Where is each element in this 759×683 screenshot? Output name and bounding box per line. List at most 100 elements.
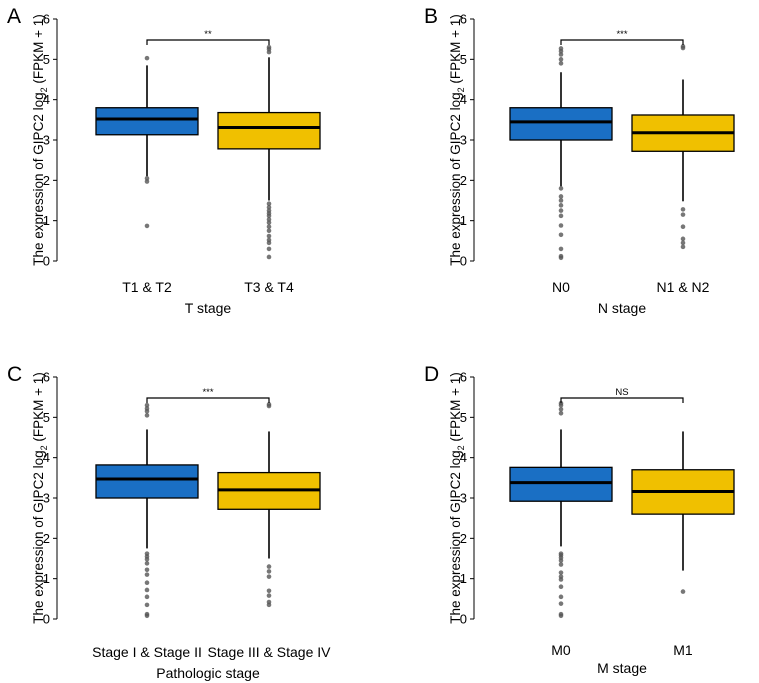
significance-bracket [146,39,270,45]
outlier-point [144,402,150,408]
x-category-label: T1 & T2 [122,279,172,295]
outlier-point [266,564,272,569]
outlier-point [558,198,564,203]
outlier-point [558,411,564,416]
outlier-point [558,558,564,563]
outlier-point [266,254,272,260]
outlier-point [144,572,150,577]
y-tick-label: 1 [460,571,467,586]
outlier-point [558,601,564,606]
significance-bracket [560,39,684,45]
panel-letter: B [424,5,438,28]
x-axis-title: Pathologic stage [156,665,260,681]
x-category-label: T3 & T4 [244,279,294,295]
outlier-point [266,213,272,219]
outlier-point [144,587,150,593]
y-axis-title: The expression of GIPC2 log2 (FPKM + 1) [31,372,49,624]
y-tick-label: 2 [43,173,50,188]
y-tick-label: 4 [43,450,50,465]
outlier-point [558,570,564,575]
outlier-point [558,213,564,219]
y-tick-label: 4 [460,92,467,107]
y-tick-label: 4 [460,450,467,465]
outlier-point [266,602,272,608]
significance-label: *** [202,387,213,398]
y-tick-label: 3 [43,133,50,148]
outlier-point [558,186,564,191]
y-tick-label: 5 [460,410,467,425]
x-category-label: N1 & N2 [657,279,710,295]
y-tick-label: 3 [43,491,50,506]
outlier-point [266,233,272,239]
x-axis-title: N stage [598,300,646,316]
outlier-point [144,413,150,418]
outlier-point [680,212,686,217]
x-category-label: Stage I & Stage II [92,644,202,660]
y-tick-label: 5 [43,52,50,67]
outlier-point [144,557,150,562]
y-tick-label: 0 [460,612,467,627]
significance-bracket [146,397,270,403]
y-axis-title: The expression of GIPC2 log2 (FPKM + 1) [448,372,466,624]
outlier-point [680,224,686,230]
outlier-point [680,45,686,51]
box-1 [95,107,199,136]
outlier-point [266,574,272,579]
outlier-point [144,613,150,619]
outlier-point [266,224,272,230]
outlier-point [144,602,150,608]
y-tick-label: 0 [43,612,50,627]
y-tick-label: 5 [460,52,467,67]
outlier-point [144,179,150,184]
significance-bracket [560,397,684,403]
outlier-point [266,228,272,234]
panel-letter: D [424,363,439,386]
y-tick-label: 2 [460,173,467,188]
outlier-point [144,580,150,585]
outlier-point [558,594,564,600]
outlier-point [144,561,150,566]
outlier-point [266,403,272,409]
y-tick-label: 1 [43,213,50,228]
x-category-label: M0 [551,642,571,658]
box-2 [217,111,321,150]
significance-label: NS [615,387,628,398]
outlier-point [558,246,564,252]
y-tick-label: 6 [460,12,467,27]
outlier-point [558,194,564,199]
panel-letter: C [7,363,22,386]
outlier-point [558,223,564,228]
outlier-point [266,569,272,574]
outlier-point [558,613,564,619]
y-tick-label: 4 [43,92,50,107]
y-tick-label: 3 [460,491,467,506]
outlier-point [558,52,564,57]
outlier-point [266,49,272,55]
outlier-point [266,217,272,222]
outlier-point [558,402,564,408]
outlier-point [680,240,686,246]
outlier-point [266,220,272,225]
box-1 [509,466,613,502]
outlier-point [266,201,272,207]
outlier-point [144,567,150,573]
y-tick-label: 0 [43,254,50,269]
panel-letter: A [7,5,21,28]
outlier-point [680,244,686,250]
outlier-point [144,223,150,229]
outlier-point [266,205,272,210]
outlier-point [144,55,150,61]
y-tick-label: 6 [460,370,467,385]
outlier-point [558,57,564,62]
outlier-point [558,584,564,590]
significance-label: ** [204,29,212,40]
outlier-point [144,594,150,600]
y-tick-label: 1 [460,213,467,228]
outlier-point [144,408,150,414]
x-category-label: N0 [552,279,570,295]
x-category-label: Stage III & Stage IV [208,644,332,660]
y-tick-label: 5 [43,410,50,425]
y-tick-label: 1 [43,571,50,586]
x-axis-title: M stage [597,660,647,676]
